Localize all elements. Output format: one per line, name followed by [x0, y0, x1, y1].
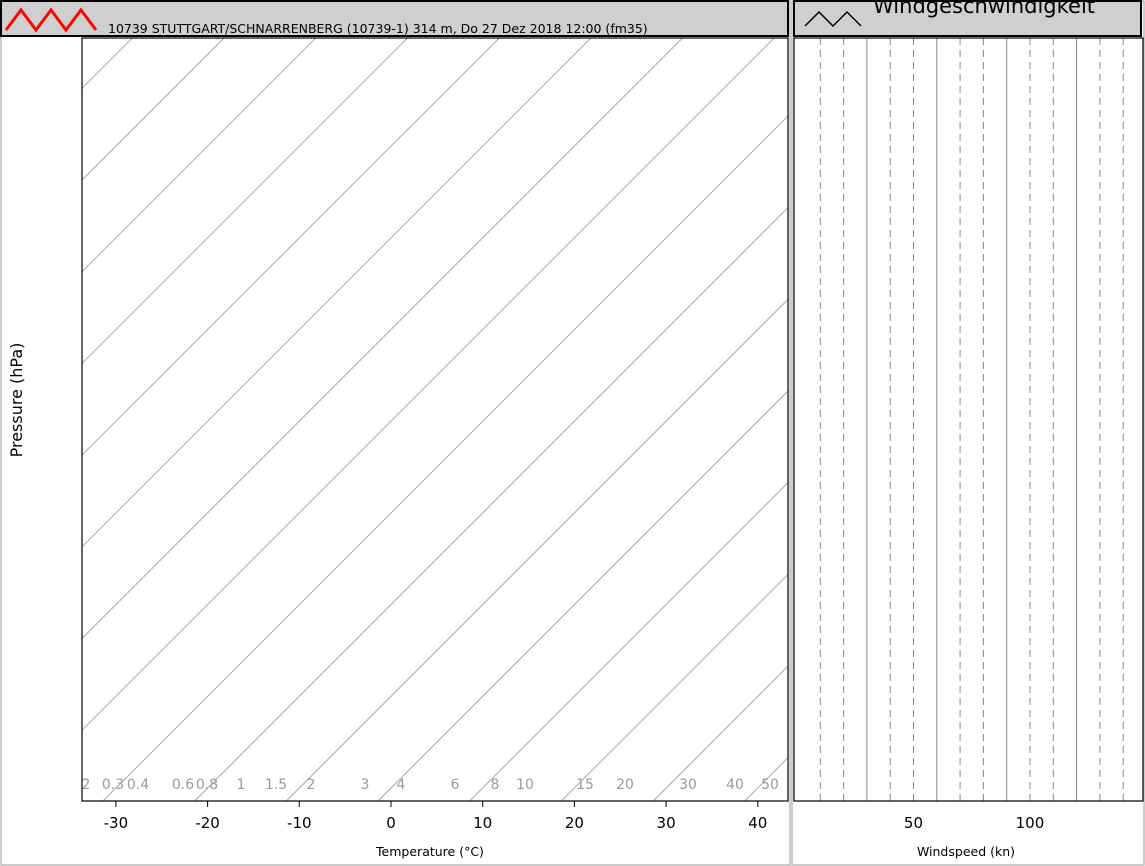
isotherm-line — [82, 38, 683, 640]
mixing-ratio-label: 0.8 — [196, 777, 218, 793]
mixing-ratio-label: 15 — [576, 777, 594, 793]
mixing-ratio-label: 3 — [361, 777, 370, 793]
windspeed-panel: FL 300FL 240FL 180FL 100FL 5050100Windsp… — [794, 38, 1143, 859]
mixing-ratio-label: 0.6 — [172, 777, 194, 793]
mixing-ratio-label: 30 — [679, 777, 697, 793]
temperature-tick-label: -30 — [104, 814, 129, 832]
windspeed-legend-icon — [804, 10, 862, 28]
isotherm-line — [194, 206, 788, 801]
skewt-frame — [81, 37, 789, 802]
mixing-ratio-label: 10 — [516, 777, 534, 793]
temperature-axis-label: Temperature (°C) — [375, 844, 484, 859]
title-bar: 10739 STUTTGART/SCHNARRENBERG (10739-1) … — [0, 0, 789, 37]
temperature-tick-label: -20 — [195, 814, 220, 832]
mixing-ratio-label: 0.3 — [102, 777, 124, 793]
isotherm-line — [82, 38, 775, 731]
mixing-ratio-label: 20 — [616, 777, 634, 793]
windspeed-frame — [793, 37, 1144, 802]
temperature-tick-label: 30 — [657, 814, 676, 832]
windspeed-legend-label: Windgeschwindigkeit — [873, 0, 1096, 18]
isotherm-line — [102, 115, 788, 801]
temperature-tick-label: 20 — [565, 814, 584, 832]
isotherm-line — [82, 38, 317, 273]
temperature-tick-label: 40 — [748, 814, 767, 832]
windspeed-plot-area — [794, 38, 1143, 801]
temperature-legend-icon — [4, 7, 98, 33]
skewt-grid — [82, 38, 788, 801]
mixing-ratio-label: 6 — [451, 777, 460, 793]
isotherm-line — [82, 38, 500, 456]
temperature-tick-label: 10 — [473, 814, 492, 832]
mixing-ratio-label: 40 — [726, 777, 744, 793]
sounding-title: 10739 STUTTGART/SCHNARRENBERG (10739-1) … — [108, 21, 648, 36]
windspeed-tick-label: 50 — [904, 814, 923, 832]
mixing-ratio-label: 4 — [397, 777, 406, 793]
isotherm-line — [285, 298, 788, 801]
skewt-labels: BKNOVCBKNOVCBKNBKNOVCBKNBKNFL 300FL 240F… — [7, 0, 779, 859]
isotherm-line — [82, 38, 408, 365]
mixing-ratio-label: 2 — [307, 777, 316, 793]
mixing-ratio-label: 2 — [82, 777, 91, 793]
isotherm-line — [469, 481, 788, 801]
mixing-ratio-label: 50 — [761, 777, 779, 793]
windspeed-axis-label: Windspeed (kn) — [917, 844, 1015, 859]
pressure-axis-label: Pressure (hPa) — [7, 343, 26, 458]
temperature-tick-label: -10 — [287, 814, 312, 832]
isotherm-line — [652, 665, 788, 801]
temperature-tick-label: 0 — [386, 814, 396, 832]
mixing-ratio-label: 1 — [237, 777, 246, 793]
mixing-ratio-label: 0.4 — [127, 777, 149, 793]
legend-bar — [793, 0, 1142, 37]
isotherm-line — [561, 573, 788, 801]
windspeed-tick-label: 100 — [1016, 814, 1045, 832]
isotherm-line — [377, 390, 788, 801]
mixing-ratio-label: 8 — [491, 777, 500, 793]
isotherm-line — [82, 38, 225, 181]
isotherm-line — [82, 38, 592, 548]
mixing-ratio-label: 1.5 — [265, 777, 287, 793]
